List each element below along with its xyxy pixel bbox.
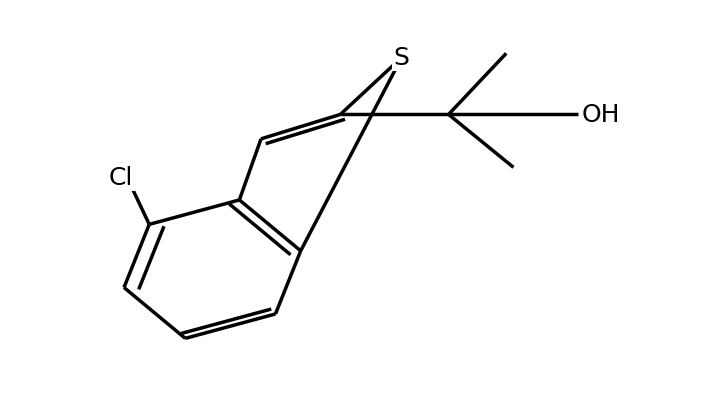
Text: OH: OH xyxy=(582,103,620,127)
Text: Cl: Cl xyxy=(108,166,132,190)
Text: S: S xyxy=(394,46,410,70)
